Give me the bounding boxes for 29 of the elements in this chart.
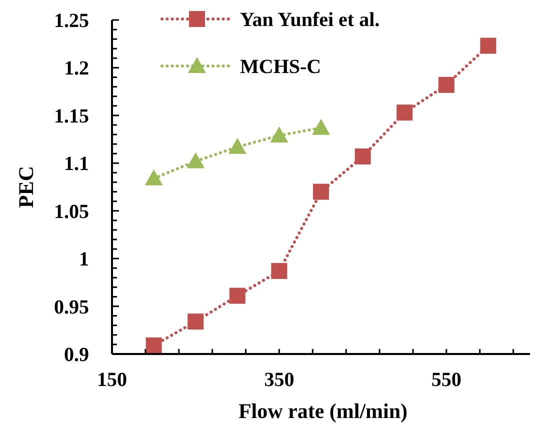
point — [228, 138, 246, 154]
y-tick-label: 1.1 — [64, 153, 89, 176]
y-tick-label: 1.25 — [54, 10, 89, 32]
point — [186, 152, 205, 168]
y-tick-label: 1.2 — [64, 58, 89, 80]
point — [312, 118, 330, 135]
y-tick-label: 0.9 — [64, 344, 89, 366]
point — [146, 337, 162, 354]
x-tick-label: 350 — [264, 369, 294, 391]
point — [271, 262, 288, 279]
y-axis-title: PEC — [14, 166, 38, 208]
point — [313, 184, 329, 200]
point — [396, 104, 413, 121]
point — [270, 126, 288, 142]
x-axis-title: Flow rate (ml/min) — [238, 399, 408, 423]
legend-label: Yan Yunfei et al. — [240, 9, 380, 31]
point — [188, 314, 204, 330]
y-tick-label: 1.15 — [54, 105, 89, 128]
point — [438, 76, 454, 93]
y-tick-label: 1 — [79, 248, 89, 271]
point — [229, 288, 246, 304]
y-tick-label: 0.95 — [54, 296, 89, 318]
point — [480, 38, 496, 54]
x-tick-label: 550 — [431, 369, 462, 391]
point — [354, 148, 371, 164]
x-tick-label: 150 — [97, 369, 127, 391]
legend-label: MCHS-C — [240, 56, 322, 78]
y-tick-label: 1.05 — [54, 200, 89, 223]
point — [144, 169, 163, 186]
